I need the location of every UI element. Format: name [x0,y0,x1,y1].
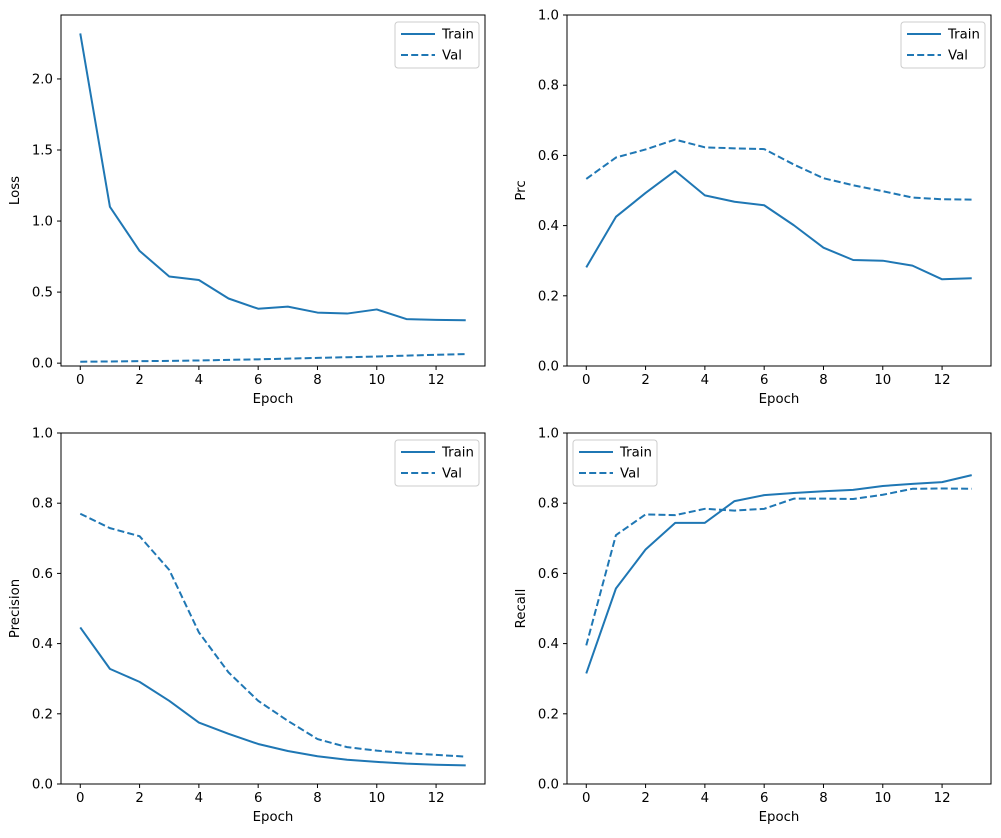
y-axis-label: Precision [8,579,23,638]
legend-label: Train [947,28,980,43]
train-line [79,626,466,767]
legend-label: Train [441,446,474,461]
x-tick-label: 6 [254,791,262,806]
x-tick-label: 4 [701,791,709,806]
x-tick-label: 10 [368,791,385,806]
legend: Train Val [900,21,986,69]
y-tick-label: 0.6 [538,567,559,582]
x-tick-label: 4 [195,373,203,388]
x-tick-label: 0 [76,791,84,806]
x-tick-label: 0 [582,791,590,806]
legend-entry-val: Val [579,467,640,482]
legend-entry-train: Train [401,28,474,43]
x-axis-label: Epoch [253,392,294,407]
y-tick-label: 0.8 [538,79,559,94]
x-tick-label: 12 [428,791,445,806]
axes-spines [566,432,992,785]
legend-entry-train: Train [401,446,474,461]
legend-entry-val: Val [401,467,462,482]
val-line [79,512,466,758]
axes-spines [566,14,992,367]
x-tick-label: 12 [428,373,445,388]
legend-label: Train [441,28,474,43]
y-tick-label: 0.0 [538,778,559,793]
x-tick-label: 10 [874,791,891,806]
x-tick-label: 4 [701,373,709,388]
legend-label: Val [442,49,462,64]
legend: Train Val [394,439,480,487]
x-tick-label: 2 [135,373,143,388]
y-tick-label: 1.0 [538,9,559,24]
train-line [585,169,972,281]
axes-spines [60,14,486,367]
legend-label: Val [620,467,640,482]
subplot-prc: 0 2 4 6 8 10 12 0.0 0.2 0.4 0.6 0.8 1.0 Epoch Prc Train… [514,9,992,407]
y-tick-label: 0.4 [538,637,559,652]
x-tick-label: 10 [368,373,385,388]
y-tick-label: 0.8 [32,497,53,512]
train-line [585,474,972,674]
y-tick-label: 0.0 [32,357,53,372]
legend-label: Val [948,49,968,64]
legend-label: Train [619,446,652,461]
y-tick-label: 0.2 [538,289,559,304]
x-tick-label: 6 [760,373,768,388]
y-tick-label: 2.0 [32,72,53,87]
x-axis-label: Epoch [759,810,800,825]
x-tick-label: 4 [195,791,203,806]
subplot-loss: 0 2 4 6 8 10 12 0.0 0.5 1.0 1.5 2.0 Epoch Loss Train Va… [8,14,486,407]
x-tick-label: 0 [76,373,84,388]
legend-entry-val: Val [907,49,968,64]
x-tick-label: 12 [934,791,951,806]
y-tick-label: 0.0 [32,778,53,793]
val-line [585,487,972,646]
x-tick-label: 8 [313,373,321,388]
y-tick-label: 0.4 [32,637,53,652]
y-tick-label: 0.8 [538,497,559,512]
y-tick-label: 0.6 [32,567,53,582]
x-tick-label: 12 [934,373,951,388]
y-axis-label: Loss [8,176,23,205]
legend-entry-train: Train [579,446,652,461]
y-axis-label: Recall [514,589,529,629]
y-tick-label: 0.2 [538,707,559,722]
x-tick-label: 6 [254,373,262,388]
y-tick-label: 0.2 [32,707,53,722]
x-tick-label: 2 [641,373,649,388]
val-line [80,353,466,363]
val-line [585,138,972,201]
y-tick-label: 0.5 [32,286,53,301]
x-tick-label: 2 [135,791,143,806]
legend-entry-train: Train [907,28,980,43]
x-tick-label: 8 [819,373,827,388]
subplot-precision: 0 2 4 6 8 10 12 0.0 0.2 0.4 0.6 0.8 1.0 Epoch Precisio… [8,427,486,825]
y-tick-label: 1.0 [32,215,53,230]
y-tick-label: 1.5 [32,144,53,159]
legend: Train Val [572,439,658,487]
legend-entry-val: Val [401,49,462,64]
x-tick-label: 8 [313,791,321,806]
y-tick-label: 0.6 [538,149,559,164]
x-tick-label: 10 [874,373,891,388]
legend-label: Val [442,467,462,482]
x-axis-label: Epoch [253,810,294,825]
axes-spines [60,432,486,785]
subplot-recall: 0 2 4 6 8 10 12 0.0 0.2 0.4 0.6 0.8 1.0 Epoch Recall Tr… [514,427,992,825]
legend: Train Val [394,21,480,69]
x-tick-label: 6 [760,791,768,806]
y-tick-label: 1.0 [538,427,559,442]
x-axis-label: Epoch [759,392,800,407]
x-tick-label: 0 [582,373,590,388]
y-tick-label: 1.0 [32,427,53,442]
y-tick-label: 0.4 [538,219,559,234]
x-tick-label: 2 [641,791,649,806]
y-axis-label: Prc [514,180,529,200]
y-tick-label: 0.0 [538,360,559,375]
x-tick-label: 8 [819,791,827,806]
train-line [79,33,466,322]
